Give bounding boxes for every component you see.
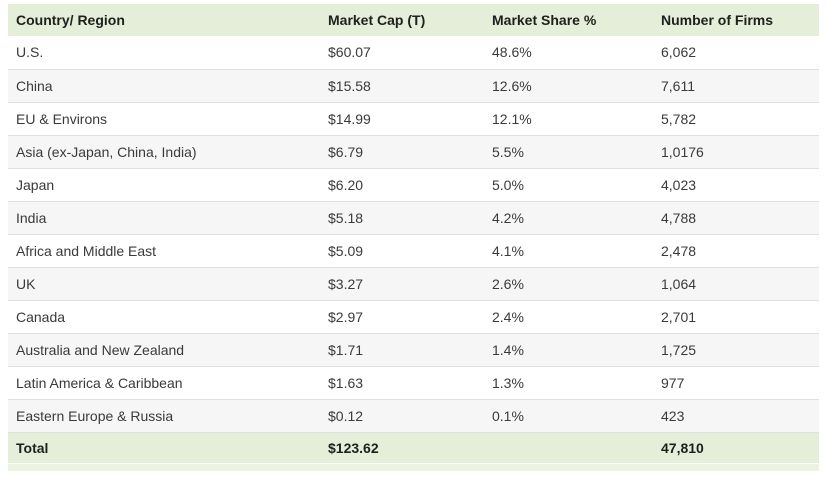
table-cell: 0.1% <box>492 407 524 424</box>
table-row: India $5.18 4.2% 4,788 <box>8 201 819 234</box>
table-cell: 1.4% <box>492 341 524 358</box>
table-row: Asia (ex-Japan, China, India) $6.79 5.5% 1,… <box>8 135 819 168</box>
table-cell: 1,725 <box>661 341 697 358</box>
table-cell: 977 <box>661 374 685 391</box>
table-cell: 2.6% <box>492 275 524 292</box>
table-row: Latin America & Caribbean $1.63 1.3% 977 <box>8 366 819 399</box>
table-row: UK $3.27 2.6% 1,064 <box>8 267 819 300</box>
table-cell: 2,478 <box>661 242 697 259</box>
market-cap-table-container: Country/ Region Market Cap (T) Market Shar… <box>8 4 819 463</box>
header-cell: Market Cap (T) <box>328 12 426 28</box>
table-cell: Canada <box>16 308 66 325</box>
table-row: Australia and New Zealand $1.71 1.4% 1,725 <box>8 333 819 366</box>
table-row: Africa and Middle East $5.09 4.1% 2,478 <box>8 234 819 267</box>
table-row: Canada $2.97 2.4% 2,701 <box>8 300 819 333</box>
table-cell: 5.0% <box>492 176 524 193</box>
table-cell: $6.79 <box>328 143 364 160</box>
table-cell: $14.99 <box>328 110 371 127</box>
table-cell: 1.3% <box>492 374 524 391</box>
table-cell: $60.07 <box>328 44 371 61</box>
table-cell: Asia (ex-Japan, China, India) <box>16 143 197 160</box>
table-row: Japan $6.20 5.0% 4,023 <box>8 168 819 201</box>
table-cell: EU & Environs <box>16 110 108 127</box>
table-cell: $15.58 <box>328 77 371 94</box>
total-cell: Total <box>16 439 49 456</box>
total-cell: $123.62 <box>328 439 379 456</box>
table-row: U.S. $60.07 48.6% 6,062 <box>8 36 819 69</box>
table-cell: 2,701 <box>661 308 697 325</box>
table-cell: 4.2% <box>492 209 524 226</box>
table-cell: $1.71 <box>328 341 364 358</box>
table-cell: U.S. <box>16 44 44 61</box>
header-row: Country/ Region Market Cap (T) Market Shar… <box>8 4 819 36</box>
table-row: China $15.58 12.6% 7,611 <box>8 69 819 102</box>
table-cell: 1,0176 <box>661 143 704 160</box>
table-cell: 4,023 <box>661 176 697 193</box>
table-cell: China <box>16 77 53 94</box>
table-cell: 6,062 <box>661 44 697 61</box>
table-row: Eastern Europe & Russia $0.12 0.1% 423 <box>8 399 819 432</box>
table-cell: $2.97 <box>328 308 364 325</box>
table-cell: Latin America & Caribbean <box>16 374 183 391</box>
table-row: EU & Environs $14.99 12.1% 5,782 <box>8 102 819 135</box>
table-cell: 4.1% <box>492 242 524 259</box>
table-cell: $5.18 <box>328 209 364 226</box>
table-cell: 423 <box>661 407 685 424</box>
table-cell: Japan <box>16 176 55 193</box>
table-cell: 12.1% <box>492 110 532 127</box>
table-cell: 12.6% <box>492 77 532 94</box>
market-cap-table: Country/ Region Market Cap (T) Market Shar… <box>8 4 819 463</box>
table-cell: 48.6% <box>492 44 532 61</box>
table-cell: 5,782 <box>661 110 697 127</box>
table-cell: Eastern Europe & Russia <box>16 407 174 424</box>
table-cell: $0.12 <box>328 407 364 424</box>
header-cell: Number of Firms <box>661 12 774 28</box>
table-cell: 2.4% <box>492 308 524 325</box>
table-cell: 4,788 <box>661 209 697 226</box>
table-cell: 7,611 <box>661 77 695 94</box>
table-cell: India <box>16 209 47 226</box>
total-cell: 47,810 <box>661 439 704 456</box>
table-cell: Africa and Middle East <box>16 242 157 259</box>
table-cell: UK <box>16 275 36 292</box>
table-cell: $5.09 <box>328 242 364 259</box>
table-cell: $1.63 <box>328 374 364 391</box>
table-cell: Australia and New Zealand <box>16 341 185 358</box>
total-row: Total $123.62 47,810 <box>8 432 819 463</box>
header-cell: Country/ Region <box>16 12 125 28</box>
table-body: U.S. $60.07 48.6% 6,062 China $15.58 12.6% 7,61… <box>8 36 819 432</box>
total-cell <box>484 432 653 463</box>
table-cell: $6.20 <box>328 176 364 193</box>
header-cell: Market Share % <box>492 12 597 28</box>
bottom-strip <box>8 464 819 471</box>
table-cell: 1,064 <box>661 275 697 292</box>
table-cell: 5.5% <box>492 143 524 160</box>
table-cell: $3.27 <box>328 275 364 292</box>
